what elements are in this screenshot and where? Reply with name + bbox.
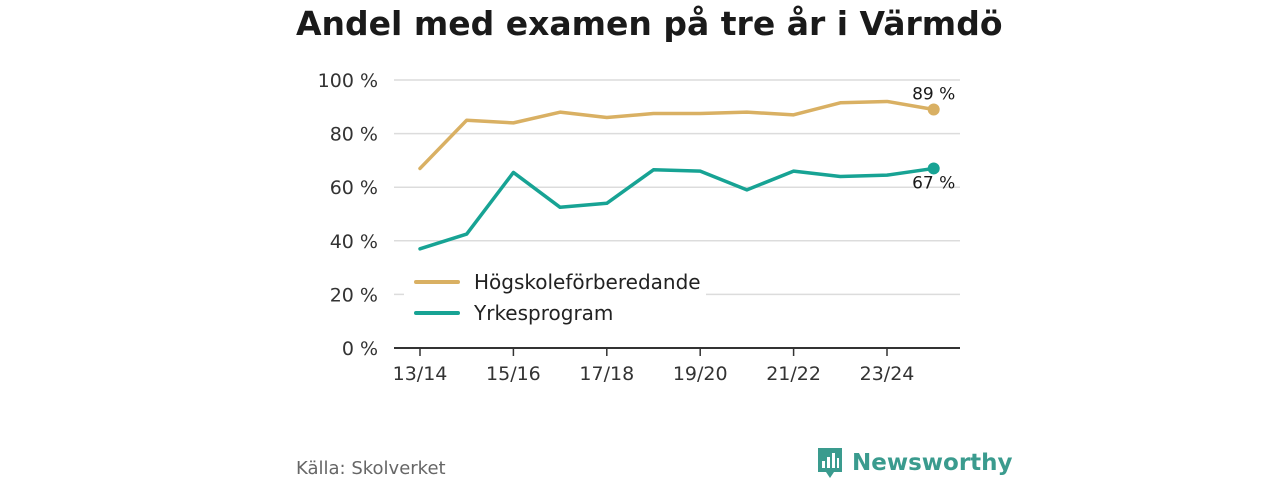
y-tick-label: 100 %: [318, 70, 378, 92]
y-tick-label: 0 %: [342, 338, 378, 360]
x-tick-label: 13/14: [393, 363, 448, 385]
newsworthy-logo-icon: [818, 448, 842, 478]
y-tick-label: 40 %: [330, 231, 378, 253]
y-tick-label: 20 %: [330, 284, 378, 306]
series-line: [418, 99, 936, 171]
legend-label: Högskoleförberedande: [474, 270, 701, 294]
y-tick-label: 80 %: [330, 124, 378, 146]
series-end-point: [927, 162, 940, 175]
source-note: Källa: Skolverket: [296, 458, 446, 479]
y-tick-label: 60 %: [330, 177, 378, 199]
x-axis: 13/14 15/16 17/18 19/20 21/22 23/24: [393, 347, 960, 385]
chart-title: Andel med examen på tre år i Värmdö: [296, 4, 1003, 43]
brand-logo: Newsworthy: [816, 446, 1013, 480]
legend: Högskoleförberedande Yrkesprogram: [404, 266, 706, 332]
end-labels: 89 % 67 %: [912, 84, 955, 193]
series-end-label: 89 %: [912, 84, 955, 104]
legend-label: Yrkesprogram: [473, 301, 613, 325]
series-end-point: [927, 103, 940, 116]
x-tick-label: 19/20: [673, 363, 728, 385]
x-tick-label: 23/24: [860, 363, 915, 385]
brand-name: Newsworthy: [852, 450, 1013, 476]
series-lines: [418, 99, 940, 251]
x-tick-label: 15/16: [486, 363, 541, 385]
series-end-label: 67 %: [912, 173, 955, 193]
line-chart: 0 % 20 % 40 % 60 % 80 % 100 % 13/14 15/16 17/18…: [318, 70, 960, 385]
legend-background: [404, 266, 706, 332]
y-axis-tick-labels: 0 % 20 % 40 % 60 % 80 % 100 %: [318, 70, 378, 360]
x-tick-label: 21/22: [766, 363, 821, 385]
x-tick-label: 17/18: [579, 363, 634, 385]
series-line: [418, 166, 936, 251]
